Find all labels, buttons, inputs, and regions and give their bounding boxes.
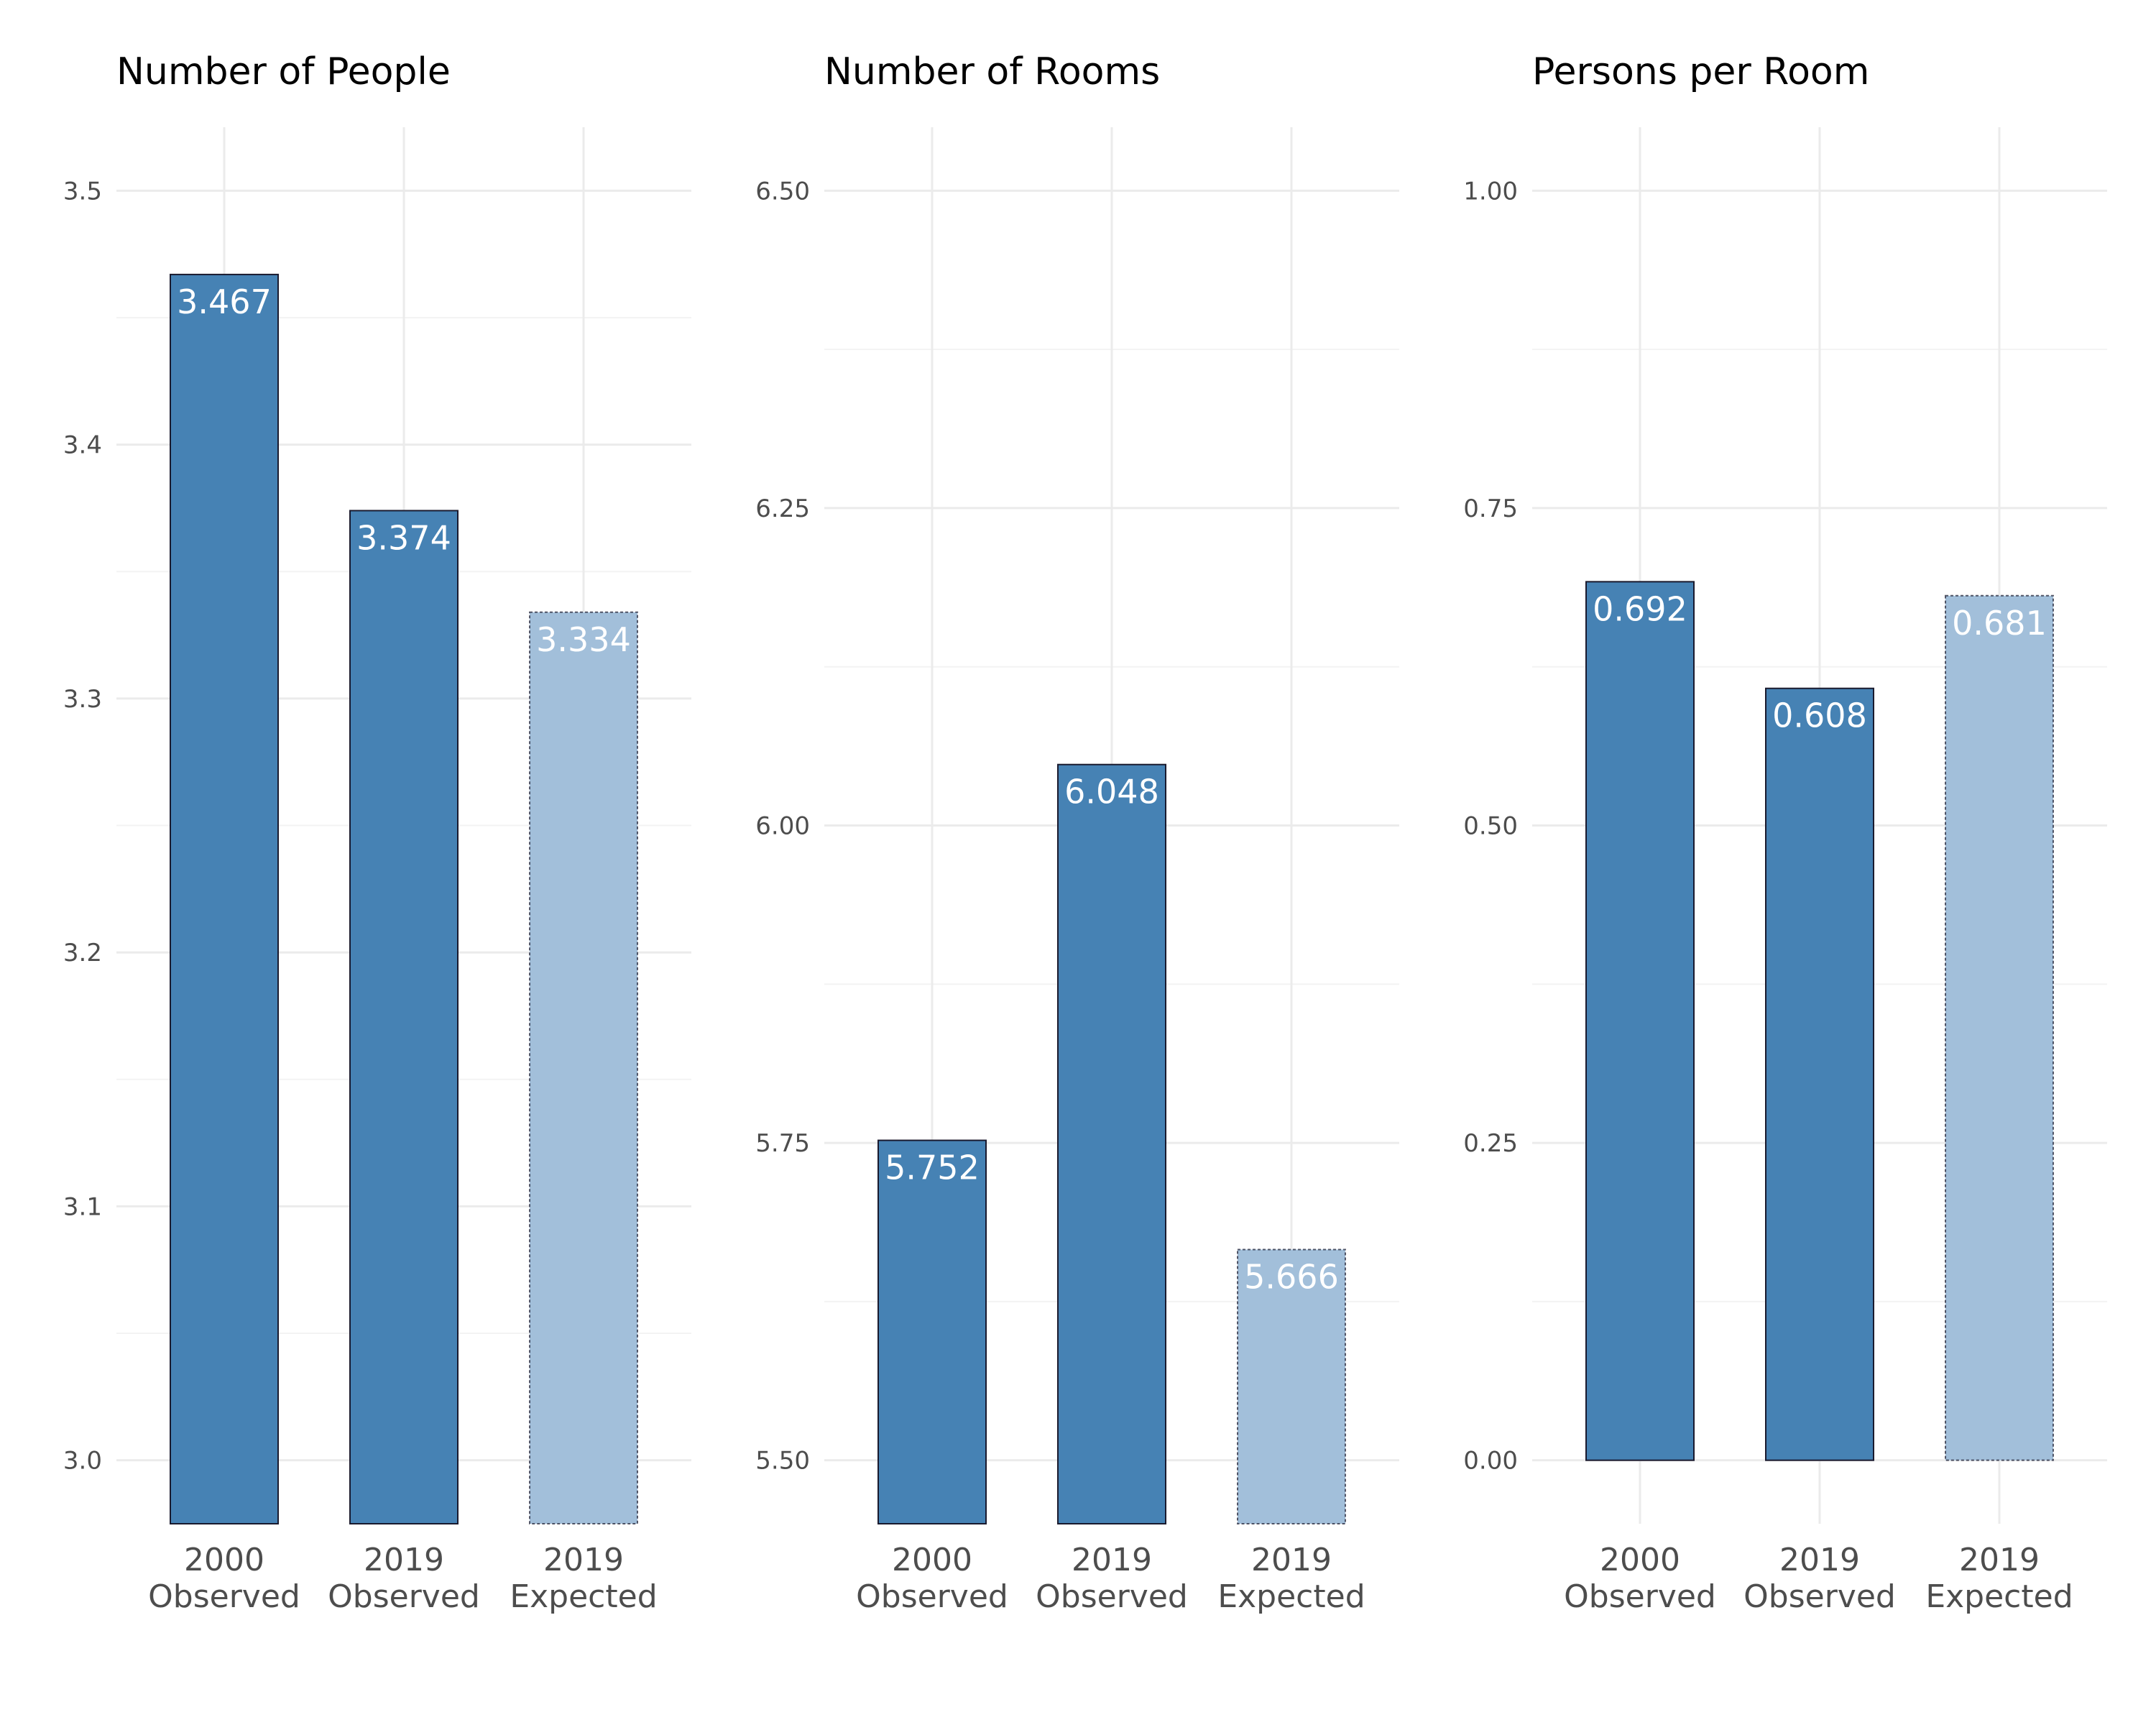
y-tick-label: 3.3 <box>63 685 102 714</box>
x-tick-label-type: Expected <box>510 1578 657 1615</box>
x-tick-label-type: Expected <box>1217 1578 1365 1615</box>
y-tick-label: 6.00 <box>755 812 810 841</box>
y-tick-label: 0.00 <box>1463 1447 1518 1476</box>
x-tick-label-type: Observed <box>1743 1578 1896 1615</box>
data-label: 3.334 <box>536 620 631 659</box>
x-tick-label-type: Observed <box>1564 1578 1716 1615</box>
data-label: 5.752 <box>885 1149 980 1187</box>
x-tick-label-year: 2019 <box>1779 1542 1860 1578</box>
y-tick-label: 5.50 <box>755 1447 810 1476</box>
data-label: 3.467 <box>177 282 272 321</box>
x-tick-label-year: 2019 <box>1251 1542 1332 1578</box>
data-label: 0.681 <box>1952 604 2047 643</box>
data-label: 0.692 <box>1593 589 1687 628</box>
y-tick-label: 0.75 <box>1463 494 1518 523</box>
x-tick-label-type: Observed <box>148 1578 300 1615</box>
bar-2019-expected <box>1237 1248 1346 1524</box>
data-label: 6.048 <box>1064 773 1159 811</box>
x-tick-label-type: Observed <box>1036 1578 1188 1615</box>
x-tick-label-year: 2000 <box>184 1542 264 1578</box>
bar-2019-observed <box>349 510 459 1525</box>
bar-2000-observed <box>170 273 279 1524</box>
data-label: 0.608 <box>1772 696 1867 735</box>
y-tick-label: 6.50 <box>755 177 810 206</box>
x-tick-label-type: Observed <box>328 1578 480 1615</box>
panel-title: Number of Rooms <box>824 50 1160 93</box>
data-label: 5.666 <box>1244 1257 1339 1296</box>
y-tick-label: 0.25 <box>1463 1129 1518 1158</box>
y-tick-label: 6.25 <box>755 494 810 523</box>
x-tick-label-type: Expected <box>1925 1578 2073 1615</box>
y-tick-label: 5.75 <box>755 1129 810 1158</box>
bar-2019-expected <box>529 611 638 1525</box>
panel-title: Persons per Room <box>1532 50 1869 93</box>
bar-2000-observed <box>877 1139 987 1525</box>
y-tick-label: 3.1 <box>63 1192 102 1221</box>
y-tick-label: 3.5 <box>63 177 102 206</box>
x-tick-label-year: 2000 <box>892 1542 972 1578</box>
y-tick-label: 3.0 <box>63 1447 102 1476</box>
y-tick-label: 3.2 <box>63 939 102 967</box>
y-tick-label: 0.50 <box>1463 812 1518 841</box>
x-tick-label-year: 2019 <box>1959 1542 2040 1578</box>
panel-title: Number of People <box>116 50 451 93</box>
x-tick-label-year: 2019 <box>1072 1542 1152 1578</box>
bar-2019-observed <box>1057 763 1166 1524</box>
y-tick-label: 3.4 <box>63 431 102 460</box>
x-tick-label-type: Observed <box>856 1578 1008 1615</box>
bar-2000-observed <box>1585 581 1695 1461</box>
x-tick-label-year: 2019 <box>364 1542 444 1578</box>
x-tick-label-year: 2000 <box>1600 1542 1680 1578</box>
x-tick-label-year: 2019 <box>543 1542 624 1578</box>
bar-2019-observed <box>1765 687 1874 1461</box>
data-label: 3.374 <box>356 518 451 557</box>
y-tick-label: 1.00 <box>1463 177 1518 206</box>
bar-2019-expected <box>1945 594 2054 1461</box>
